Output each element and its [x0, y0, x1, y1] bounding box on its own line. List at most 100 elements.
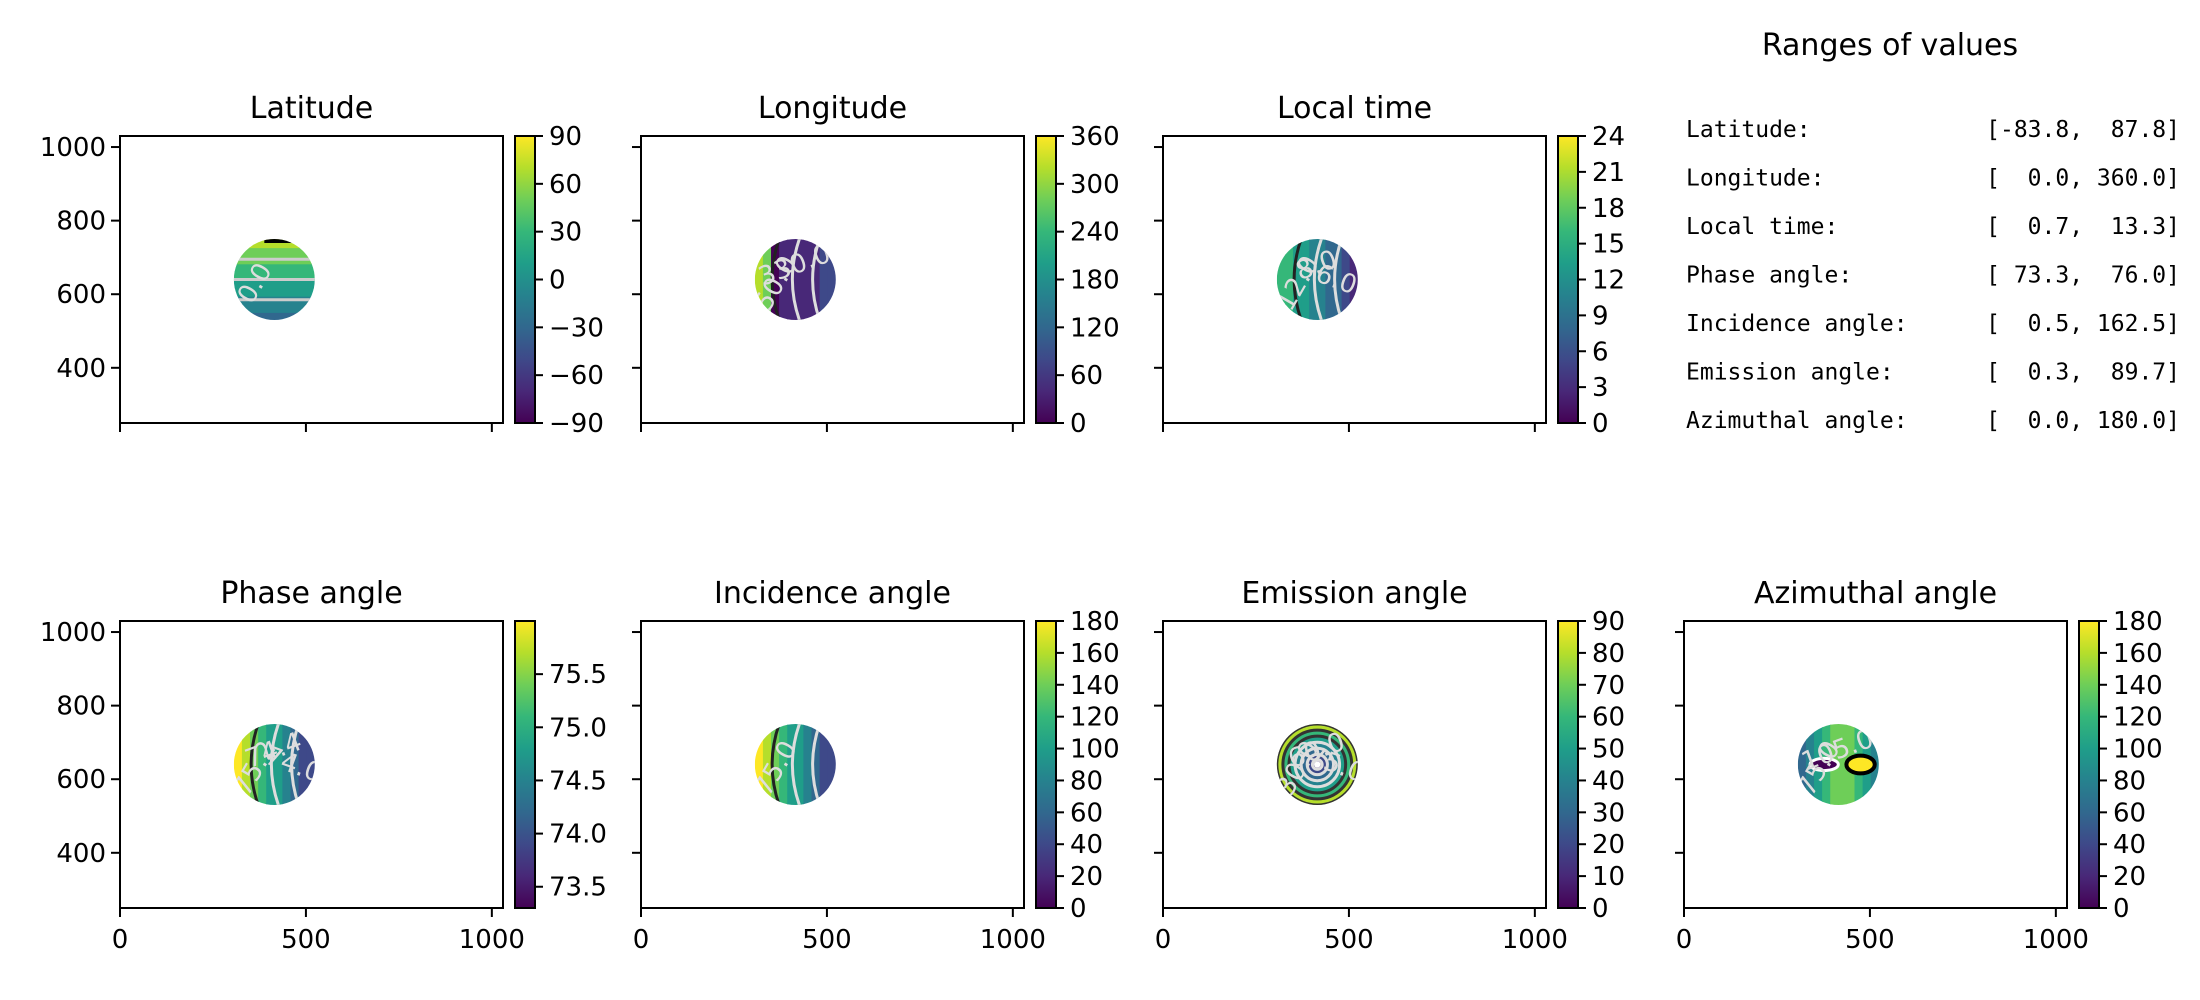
colorbar-tick-label: 80: [1592, 639, 1625, 669]
color-band: [282, 724, 292, 805]
y-tick-label: 1000: [40, 618, 106, 648]
colorbar: 360 300 240 180 120 60 0: [1035, 122, 1120, 439]
colorbar-tick-label: 80: [2113, 766, 2146, 796]
range-value: [ 0.5, 162.5]: [1986, 311, 2180, 337]
color-band: [233, 303, 315, 313]
color-band: [811, 239, 821, 320]
colorbar-tick-label: −60: [549, 361, 604, 391]
color-band: [1325, 239, 1335, 320]
disc-center: [1314, 761, 1321, 768]
panel-title: Latitude: [250, 91, 373, 126]
colorbar-tick-label: 30: [549, 218, 582, 248]
colorbar-tick-label: 0: [1070, 409, 1087, 439]
range-value: [ 0.7, 13.3]: [1986, 214, 2180, 240]
plot-area: 75.274.474.0: [233, 724, 315, 805]
color-band: [250, 724, 260, 805]
range-value: [ 0.3, 89.7]: [1986, 360, 2180, 386]
colorbar-tick-label: 50: [1592, 735, 1625, 765]
colorbar-tick-label: 120: [1070, 313, 1120, 343]
color-band: [1317, 239, 1327, 320]
colorbar-tick-label: 120: [2113, 703, 2163, 733]
color-band: [1349, 239, 1358, 320]
axes-frame: [640, 135, 1025, 424]
y-tick-label: 600: [56, 765, 106, 795]
x-tick-label: 1000: [459, 925, 525, 955]
ranges-title: Ranges of values: [1762, 28, 2018, 63]
contour-line: [1333, 239, 1344, 320]
color-band: [233, 279, 315, 289]
x-tick-label: 500: [281, 925, 331, 955]
color-band: [762, 239, 773, 320]
colorbar-tick-label: 120: [1070, 703, 1120, 733]
colorbar-tick-label: 80: [1070, 766, 1103, 796]
colorbar-tick-label: 18: [1592, 194, 1625, 224]
color-band: [803, 239, 813, 320]
panel-title: Longitude: [758, 91, 907, 126]
colorbar-tick-label: 21: [1592, 158, 1625, 188]
panel-title: Phase angle: [220, 576, 402, 611]
colorbar-tick-label: 140: [1070, 671, 1120, 701]
colorbar-tick-label: 20: [1592, 830, 1625, 860]
range-value: [ 0.0, 180.0]: [1986, 408, 2180, 434]
color-band: [819, 239, 829, 320]
axes-frame: [119, 135, 504, 424]
panel-latitude: Latitude 0.0 400 600 800 1000 90 60 30 0 −30 −60 −90: [40, 91, 604, 439]
panel-title: Incidence angle: [714, 576, 951, 611]
colorbar-tick-label: 0: [1592, 409, 1609, 439]
contour-line: [1312, 239, 1323, 320]
y-tick-label: 800: [56, 207, 106, 237]
range-label: Azimuthal angle:: [1686, 408, 1908, 434]
planet-disc: 30.060.075.0: [1276, 724, 1358, 805]
color-band: [795, 239, 805, 320]
color-band: [233, 271, 315, 281]
range-label: Phase angle:: [1686, 263, 1852, 289]
color-band: [795, 724, 805, 805]
x-tick-label: 1000: [1502, 925, 1568, 955]
color-band: [233, 724, 243, 805]
colorbar-tick-label: 360: [1070, 122, 1120, 152]
x-tick-label: 0: [112, 925, 129, 955]
color-band: [233, 263, 315, 273]
plot-area: 75.0: [754, 724, 836, 805]
colorbar-tick-label: 160: [2113, 639, 2163, 669]
x-tick-label: 500: [1324, 925, 1374, 955]
contour-line: [770, 239, 781, 320]
color-band: [290, 724, 300, 805]
color-band: [258, 724, 268, 805]
colorbar-tick-label: 100: [1070, 735, 1120, 765]
colorbar-tick-label: 100: [2113, 735, 2163, 765]
colorbar-tick-label: 0: [1070, 894, 1087, 924]
colorbar-tick-label: 0: [2113, 894, 2130, 924]
colorbar-tick-label: 60: [1592, 703, 1625, 733]
colorbar-tick-label: 0: [549, 266, 566, 296]
range-value: [-83.8, 87.8]: [1986, 117, 2180, 143]
range-value: [ 73.3, 76.0]: [1986, 263, 2180, 289]
color-band: [274, 724, 284, 805]
color-band: [241, 724, 252, 805]
color-band: [811, 724, 821, 805]
contour-line: [811, 724, 822, 805]
x-tick-label: 0: [1676, 925, 1693, 955]
color-band: [779, 239, 789, 320]
colorbar-tick-label: 40: [1070, 830, 1103, 860]
plot-area: 30.060.075.0: [1276, 724, 1358, 805]
color-band: [1276, 239, 1286, 320]
x-tick-label: 0: [633, 925, 650, 955]
colorbar-tick-label: 75.5: [549, 660, 607, 690]
panel-title: Local time: [1277, 91, 1432, 126]
colorbar-tick-label: 90: [549, 122, 582, 152]
color-band: [1333, 239, 1343, 320]
colorbar-tick-label: 160: [1070, 639, 1120, 669]
colorbar: 75.5 75.0 74.5 74.0 73.5: [514, 620, 607, 909]
contour-line: [811, 239, 822, 320]
colorbar-tick-label: 6: [1592, 337, 1609, 367]
x-tick-label: 500: [1845, 925, 1895, 955]
color-band: [754, 239, 764, 320]
colorbar-gradient: [2078, 620, 2100, 909]
